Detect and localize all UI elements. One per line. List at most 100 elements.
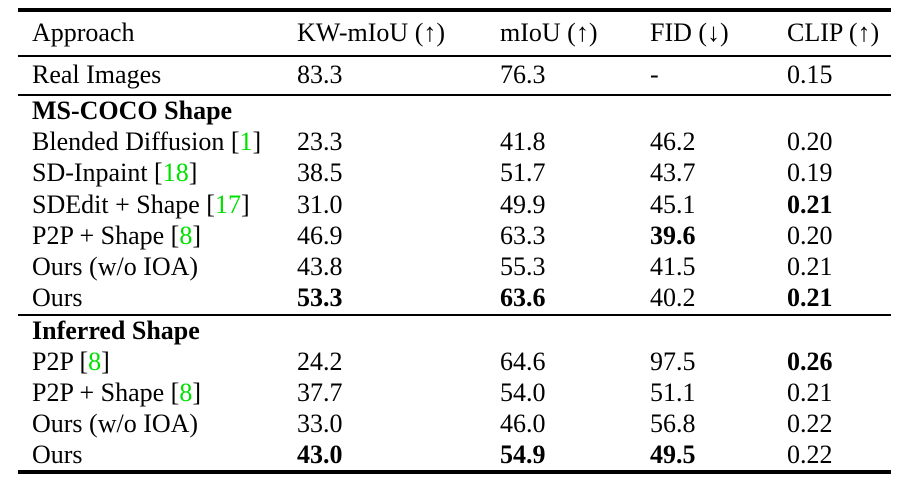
cell-fid: 56.8 (650, 409, 696, 439)
results-table: Approach KW-mIoU (↑) mIoU (↑) FID (↓) CL… (18, 8, 891, 474)
cell-miou: 64.6 (500, 346, 546, 376)
cell-approach: SDEdit + Shape [17] (18, 189, 297, 220)
citation-number[interactable]: 8 (179, 377, 193, 407)
cell-kw-miou: 43.8 (297, 252, 343, 282)
cell-clip: 0.20 (787, 126, 833, 156)
table-row: SD-Inpaint [18] 38.5 51.7 43.7 0.19 (18, 158, 891, 189)
cell-miou: 46.0 (500, 409, 546, 439)
citation-bracket: ] (101, 346, 110, 376)
table-header: Approach KW-mIoU (↑) mIoU (↑) FID (↓) CL… (18, 10, 891, 56)
cell-miou: 54.9 (500, 439, 546, 469)
table-row: P2P + Shape [8] 46.9 63.3 39.6 0.20 (18, 221, 891, 252)
citation-bracket: ] (252, 126, 262, 156)
cell-clip: 0.22 (787, 439, 833, 469)
citation-number[interactable]: 8 (88, 346, 102, 376)
approach-label: Ours (32, 439, 83, 469)
cell-fid: 39.6 (650, 220, 696, 250)
section-title: MS-COCO Shape (32, 95, 233, 125)
table-row: Ours (w/o IOA) 43.8 55.3 41.5 0.21 (18, 252, 891, 283)
table-row: P2P + Shape [8] 37.7 54.0 51.1 0.21 (18, 378, 891, 409)
approach-label: P2P + Shape [ (32, 377, 180, 407)
cell-miou: 51.7 (500, 158, 546, 188)
cell-clip: 0.21 (787, 252, 833, 282)
citation-bracket: ] (240, 189, 250, 219)
cell-fid: 45.1 (650, 189, 696, 219)
col-header-miou: mIoU (↑) (500, 18, 598, 48)
col-header-kw-miou: KW-mIoU (↑) (297, 18, 446, 48)
cell-clip: 0.22 (787, 409, 833, 439)
cell-fid: 41.5 (650, 252, 696, 282)
cell-kw-miou: 24.2 (297, 346, 343, 376)
cell-clip: 0.21 (787, 377, 833, 407)
table-row: P2P [8] 24.2 64.6 97.5 0.26 (18, 346, 891, 377)
cell-kw-miou: 33.0 (297, 409, 343, 439)
citation-bracket: ] (192, 220, 201, 250)
cell-kw-miou: 38.5 (297, 158, 343, 188)
cell-kw-miou: 23.3 (297, 126, 343, 156)
col-header-fid: FID (↓) (650, 18, 729, 48)
cell-miou: 63.6 (500, 283, 546, 313)
approach-label: Ours (w/o IOA) (32, 252, 199, 282)
section-title-row: Inferred Shape (18, 315, 891, 346)
cell-kw-miou: 37.7 (297, 377, 343, 407)
citation-number[interactable]: 17 (214, 189, 241, 219)
cell-fid: 49.5 (650, 439, 696, 469)
cell-approach: Ours (18, 283, 297, 314)
cell-clip: 0.19 (787, 158, 833, 188)
cell-approach: SD-Inpaint [18] (18, 158, 297, 189)
citation-number[interactable]: 8 (179, 220, 193, 250)
cell-fid: - (650, 60, 659, 90)
cell-clip: 0.21 (787, 189, 833, 219)
section-title: Inferred Shape (32, 315, 200, 345)
approach-label: Ours (32, 283, 83, 313)
table-row: SDEdit + Shape [17] 31.0 49.9 45.1 0.21 (18, 189, 891, 220)
cell-clip: 0.15 (787, 60, 833, 90)
approach-label: P2P [ (32, 346, 89, 376)
table-row: Ours (w/o IOA) 33.0 46.0 56.8 0.22 (18, 409, 891, 440)
cell-miou: 63.3 (500, 220, 546, 250)
approach-label: SDEdit + Shape [ (32, 189, 215, 219)
cell-fid: 43.7 (650, 158, 696, 188)
cell-kw-miou: 53.3 (297, 283, 343, 313)
cell-fid: 51.1 (650, 377, 696, 407)
cell-miou: 49.9 (500, 189, 546, 219)
section-inferred-shape: Inferred Shape P2P [8] 24.2 64.6 97.5 0.… (18, 315, 891, 472)
cell-approach: Ours (18, 440, 297, 471)
cell-miou: 54.0 (500, 377, 546, 407)
cell-kw-miou: 46.9 (297, 220, 343, 250)
approach-label: Blended Diffusion [ (32, 126, 240, 156)
baseline-section: Real Images 83.3 76.3 - 0.15 (18, 56, 891, 95)
cell-approach: P2P + Shape [8] (18, 378, 297, 409)
citation-number[interactable]: 18 (162, 158, 189, 188)
approach-label: P2P + Shape [ (32, 220, 180, 250)
cell-fid: 46.2 (650, 126, 696, 156)
col-header-clip: CLIP (↑) (787, 18, 880, 48)
approach-label: Real Images (32, 60, 162, 90)
cell-miou: 76.3 (500, 60, 546, 90)
approach-label: SD-Inpaint [ (32, 158, 163, 188)
table-row: Ours 53.3 63.6 40.2 0.21 (18, 283, 891, 314)
cell-approach: Blended Diffusion [1] (18, 126, 297, 157)
header-row: Approach KW-mIoU (↑) mIoU (↑) FID (↓) CL… (18, 10, 891, 56)
cell-clip: 0.20 (787, 220, 833, 250)
approach-label: Ours (w/o IOA) (32, 409, 199, 439)
cell-approach: P2P + Shape [8] (18, 221, 297, 252)
section-title-row: MS-COCO Shape (18, 95, 891, 126)
cell-approach: Ours (w/o IOA) (18, 252, 297, 283)
cell-miou: 41.8 (500, 126, 546, 156)
cell-approach: Real Images (18, 56, 297, 95)
cell-kw-miou: 83.3 (297, 60, 343, 90)
table-row: Real Images 83.3 76.3 - 0.15 (18, 56, 891, 95)
paper-table-figure: Approach KW-mIoU (↑) mIoU (↑) FID (↓) CL… (18, 8, 891, 474)
citation-number[interactable]: 1 (239, 126, 253, 156)
cell-fid: 97.5 (650, 346, 696, 376)
cell-approach: P2P [8] (18, 346, 297, 377)
cell-clip: 0.21 (787, 283, 833, 313)
col-header-approach: Approach (32, 18, 135, 48)
citation-bracket: ] (192, 377, 201, 407)
cell-miou: 55.3 (500, 252, 546, 282)
cell-kw-miou: 31.0 (297, 189, 343, 219)
cell-fid: 40.2 (650, 283, 696, 313)
table-row: Blended Diffusion [1] 23.3 41.8 46.2 0.2… (18, 126, 891, 157)
cell-kw-miou: 43.0 (297, 439, 343, 469)
